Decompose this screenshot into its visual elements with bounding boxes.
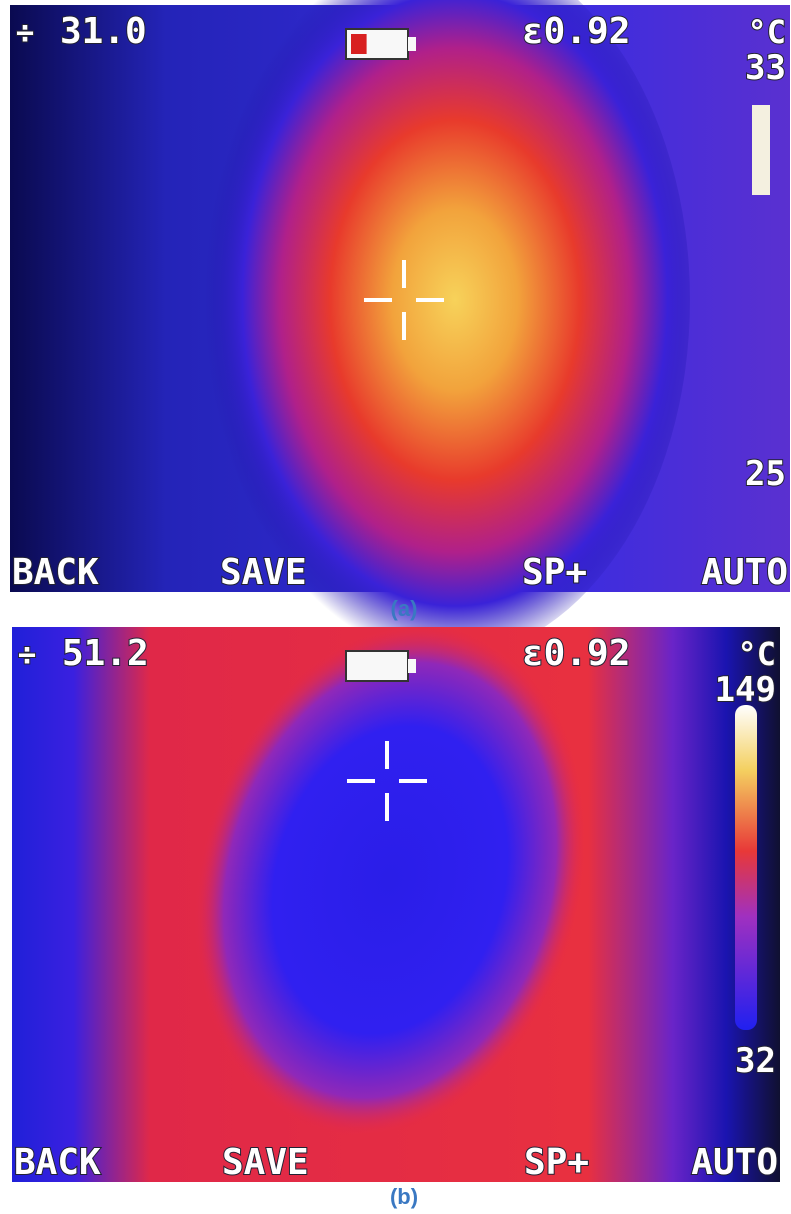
scale-min: 32 xyxy=(735,1041,776,1081)
soft-button[interactable]: SP+ xyxy=(524,1142,589,1183)
page: ÷31.0ε0.92°C3325BACKSAVESP+AUTO(a)÷51.2ε… xyxy=(0,0,791,1214)
soft-button[interactable]: SP+ xyxy=(522,552,587,593)
scale-max: 33 xyxy=(745,48,786,88)
panel-label: (b) xyxy=(390,1184,418,1209)
battery-tip xyxy=(408,659,416,673)
scale-max: 149 xyxy=(715,670,776,710)
soft-button[interactable]: SAVE xyxy=(220,552,307,593)
soft-button[interactable]: BACK xyxy=(12,552,99,593)
unit: °C xyxy=(737,635,776,673)
battery-level xyxy=(351,34,367,54)
unit: °C xyxy=(747,13,786,51)
spot-icon: ÷ xyxy=(16,16,34,51)
spot-icon: ÷ xyxy=(18,638,36,673)
panel-label: (a) xyxy=(391,596,418,621)
spot-temperature: 51.2 xyxy=(62,633,149,674)
spot-temperature: 31.0 xyxy=(60,11,147,52)
emissivity: ε0.92 xyxy=(522,633,630,674)
soft-button[interactable]: BACK xyxy=(14,1142,101,1183)
soft-button[interactable]: AUTO xyxy=(691,1142,778,1183)
panel-a-image xyxy=(10,0,790,660)
figure: ÷31.0ε0.92°C3325BACKSAVESP+AUTO(a)÷51.2ε… xyxy=(0,0,791,1214)
soft-button[interactable]: AUTO xyxy=(701,552,788,593)
soft-button[interactable]: SAVE xyxy=(222,1142,309,1183)
battery-tip xyxy=(408,37,416,51)
emissivity: ε0.92 xyxy=(522,11,630,52)
battery-level xyxy=(351,656,403,676)
scale-min: 25 xyxy=(745,454,786,494)
